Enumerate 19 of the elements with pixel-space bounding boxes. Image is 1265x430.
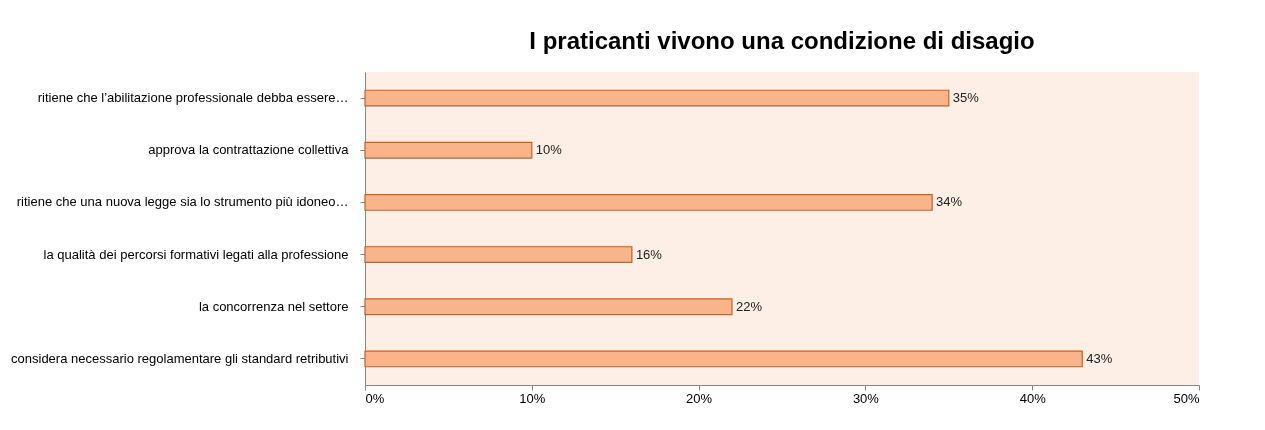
y-tick-label: approva la contrattazione collettiva <box>148 142 350 158</box>
data-label: 43% <box>1086 350 1113 366</box>
data-label: 10% <box>535 142 563 158</box>
x-tick-label: 40% <box>1019 390 1047 406</box>
x-tick-label: 50% <box>1173 390 1200 406</box>
data-label: 22% <box>735 298 763 314</box>
y-tick-label: ritiene che una nuova legge sia lo strumento più idoneo… <box>16 194 349 210</box>
data-label: 35% <box>952 90 980 106</box>
y-tick-label: ritiene che l’abilitazione professionale debba essere… <box>37 90 349 106</box>
x-tick-label: 10% <box>519 390 546 406</box>
y-tick-label: la concorrenza nel settore <box>198 298 349 314</box>
y-tick-label: la qualità dei percorsi formativi legati alla professione <box>43 246 349 262</box>
data-label: 16% <box>635 246 663 262</box>
data-label: 34% <box>936 194 963 210</box>
x-tick-label: 30% <box>852 390 880 406</box>
y-tick-label: considera necessario regolamentare gli standard retributivi <box>11 350 349 366</box>
x-tick-label: 0% <box>365 390 385 406</box>
x-tick-label: 20% <box>686 390 713 406</box>
chart-title: I praticanti vivono una condizione di disagio <box>529 27 1035 54</box>
